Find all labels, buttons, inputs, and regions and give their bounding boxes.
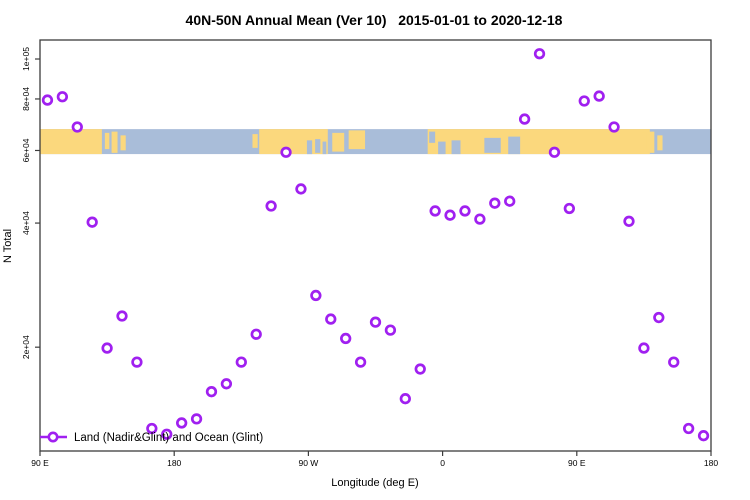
data-point [354, 356, 367, 368]
map-band-island-patch [120, 135, 126, 151]
data-point [86, 216, 98, 228]
data-point [161, 428, 173, 440]
data-point [325, 313, 337, 325]
legend: Land (Nadir&Glint) and Ocean (Glint) [40, 431, 263, 444]
axes-frame-layer [39, 39, 712, 452]
map-band-island-patch [252, 134, 258, 148]
map-band-water-patch [322, 141, 327, 155]
data-point [578, 95, 590, 107]
data-point [190, 413, 203, 425]
data-point [429, 205, 441, 217]
data-point [71, 121, 83, 133]
data-point [384, 324, 397, 336]
data-points-layer [41, 48, 710, 442]
data-point [399, 393, 411, 405]
data-point [41, 94, 54, 106]
x-axis-label: Longitude (deg E) [331, 477, 418, 489]
data-point [489, 197, 501, 209]
data-point [697, 430, 710, 442]
x-tick-label: 90 E [31, 458, 49, 468]
map-band-island-patch [648, 131, 655, 153]
data-point [340, 332, 352, 345]
map-band-water-patch [315, 139, 321, 153]
legend-marker-icon [47, 431, 59, 443]
data-point [101, 342, 113, 354]
x-tick-label: 90 E [568, 458, 586, 468]
data-point [280, 146, 292, 158]
y-tick-label: 8e+04 [21, 87, 31, 111]
x-tick-label: 180 [704, 458, 718, 468]
map-band-water-patch [451, 140, 461, 155]
data-point [474, 213, 486, 225]
x-tick-label: 0 [440, 458, 445, 468]
data-point [638, 342, 650, 354]
x-tick-label: 90 W [298, 458, 318, 468]
y-tick-label: 6e+04 [21, 138, 31, 162]
map-band-island-patch [111, 131, 118, 153]
data-point [444, 209, 456, 221]
data-point [608, 121, 620, 133]
data-point [131, 356, 143, 368]
data-point [504, 195, 516, 207]
tick-layer: 90 E 180 90 W 0 90 E 180 2e+04 4e+04 6e+04 8e+04 1… [21, 47, 718, 468]
y-tick-label: 2e+04 [21, 335, 31, 359]
data-point [205, 386, 218, 398]
data-point [116, 310, 128, 322]
map-band-island-patch [348, 130, 366, 150]
map-band-water-patch [429, 131, 436, 143]
y-tick-label: 4e+04 [21, 211, 31, 235]
y-axis-label: N Total [2, 229, 14, 263]
map-band-layer [40, 129, 711, 155]
data-point [518, 113, 531, 125]
data-point [176, 417, 188, 429]
y-tick-label: 1e+05 [21, 47, 31, 71]
map-band-island-patch [332, 132, 345, 152]
data-point [235, 356, 247, 368]
data-point [369, 316, 382, 328]
data-point [593, 90, 605, 102]
data-point [563, 202, 575, 215]
map-band-water-patch [306, 140, 313, 155]
data-point [56, 91, 69, 103]
data-point [146, 422, 158, 435]
data-point [265, 200, 277, 212]
data-point [682, 422, 695, 435]
data-point [623, 215, 635, 227]
data-point [220, 378, 233, 390]
map-band-island-patch [104, 132, 110, 150]
data-point [668, 356, 680, 368]
map-band-water-patch [438, 141, 446, 155]
x-tick-label: 180 [167, 458, 181, 468]
data-point [295, 183, 307, 195]
map-band-water-patch [484, 137, 501, 153]
map-band-water-patch [508, 136, 521, 155]
plot-border [39, 39, 712, 452]
data-point [653, 311, 665, 324]
data-point [250, 328, 262, 340]
map-band-island-patch [641, 132, 647, 150]
map-band-island-patch [657, 135, 663, 151]
data-point [533, 48, 546, 60]
data-point [310, 289, 322, 302]
data-point [459, 205, 471, 217]
map-band-land-segment [40, 129, 102, 155]
data-point [548, 146, 561, 158]
chart-title: 40N-50N Annual Mean (Ver 10) 2015-01-01 … [186, 12, 563, 28]
legend-label: Land (Nadir&Glint) and Ocean (Glint) [74, 432, 263, 444]
map-band-land-segment [427, 129, 650, 155]
data-point [414, 363, 426, 375]
